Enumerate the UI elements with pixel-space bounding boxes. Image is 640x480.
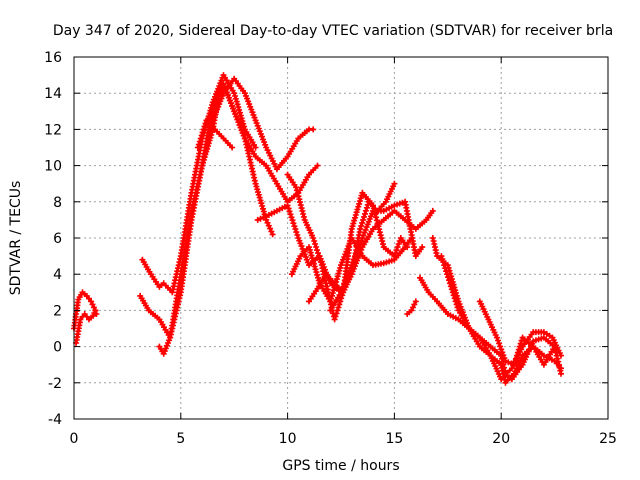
series-markers xyxy=(199,81,321,205)
y-tick-label: 6 xyxy=(53,231,62,247)
series-track-13 xyxy=(404,298,419,317)
series-track-6 xyxy=(199,81,321,205)
y-axis-label: SDTVAR / TECUs xyxy=(8,181,24,296)
y-tick-label: 0 xyxy=(53,340,62,356)
y-tick-label: 12 xyxy=(44,122,62,138)
series-track-10 xyxy=(288,235,415,305)
y-tick-label: 4 xyxy=(53,267,62,283)
y-tick-label: -4 xyxy=(48,412,62,428)
series-markers xyxy=(73,307,99,346)
y-tick-label: 8 xyxy=(53,195,62,211)
series-markers xyxy=(194,117,236,151)
chart-title: Day 347 of 2020, Sidereal Day-to-day VTE… xyxy=(53,23,613,39)
series-markers xyxy=(417,274,564,383)
x-tick-label: 20 xyxy=(492,431,510,447)
x-tick-label: 25 xyxy=(599,431,617,447)
axis-ticks: 0 5 10 15 20 25 -4 -2 0 2 4 6 8 10 12 14 16 xyxy=(44,50,617,447)
y-tick-label: 14 xyxy=(44,86,62,102)
series-track-12 xyxy=(306,180,398,305)
series-track-17 xyxy=(476,298,558,368)
series-markers xyxy=(476,298,558,368)
series-line xyxy=(418,276,563,381)
series-track-2 xyxy=(73,307,99,346)
y-tick-label: 10 xyxy=(44,159,62,175)
grid xyxy=(74,57,608,419)
series-markers xyxy=(404,298,419,317)
data-series xyxy=(71,72,564,386)
x-tick-label: 0 xyxy=(70,431,79,447)
y-tick-label: 16 xyxy=(44,50,62,66)
x-axis-label: GPS time / hours xyxy=(282,458,399,474)
y-tick-label: -2 xyxy=(48,376,62,392)
x-tick-label: 10 xyxy=(279,431,297,447)
series-markers xyxy=(306,180,398,305)
y-tick-label: 2 xyxy=(53,303,62,319)
series-track-7 xyxy=(194,117,236,151)
series-track-14 xyxy=(417,274,564,383)
x-tick-label: 15 xyxy=(385,431,403,447)
x-tick-label: 5 xyxy=(176,431,185,447)
